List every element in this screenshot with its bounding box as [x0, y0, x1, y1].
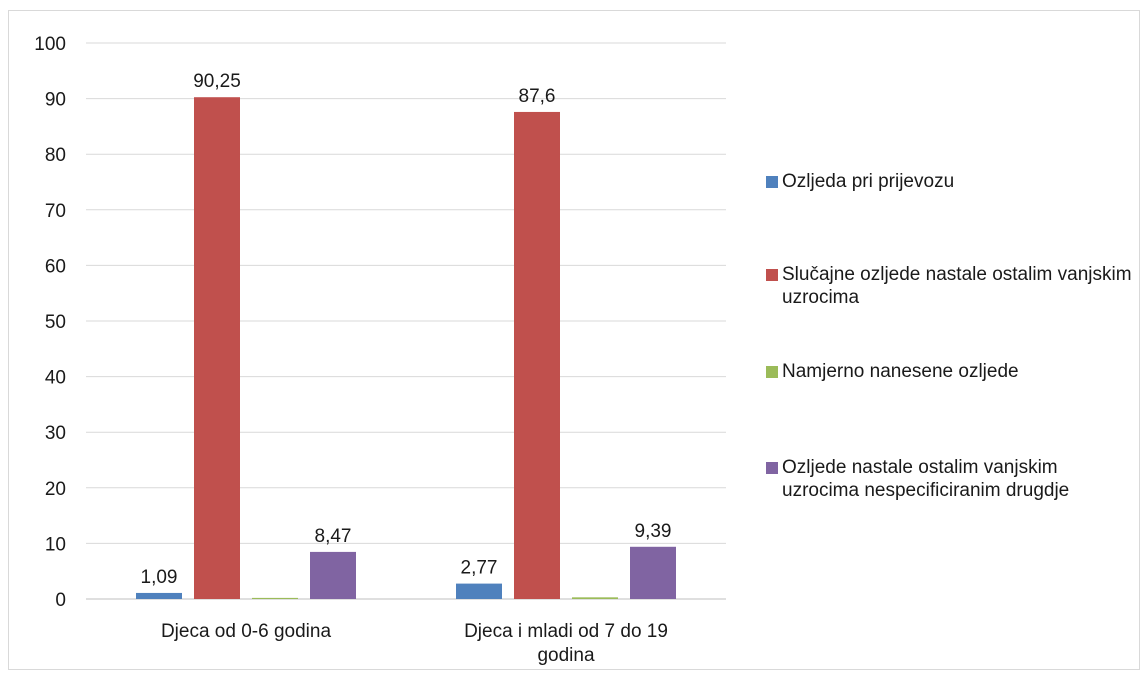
legend-label: Namjerno nanesene ozljede [782, 361, 1019, 382]
y-tick-label: 70 [45, 201, 66, 222]
bars: 1,09 90,25 8,47 2,77 87,6 9,39 [136, 71, 676, 600]
legend-item-accidental: Slučajne ozljede nastale ostalim vanjski… [766, 263, 1137, 309]
y-tick-label: 50 [45, 312, 66, 333]
legend-label: Ozljede nastale ostalim vanjskim uzrocim… [782, 457, 1070, 501]
bar [572, 597, 618, 599]
x-category-label: godina [537, 645, 594, 666]
x-category-label: Djeca od 0-6 godina [161, 621, 331, 642]
bar [252, 597, 298, 599]
y-tick-label: 10 [45, 534, 66, 555]
y-tick-label: 30 [45, 423, 66, 444]
bar [514, 111, 560, 599]
y-tick-label: 100 [34, 34, 66, 55]
bar [456, 583, 502, 599]
y-tick-label: 40 [45, 368, 66, 389]
legend-swatch [766, 462, 778, 474]
legend-swatch [766, 269, 778, 281]
legend-swatch [766, 176, 778, 188]
legend-item-other: Ozljede nastale ostalim vanjskim uzrocim… [766, 456, 1137, 502]
y-tick-label: 90 [45, 90, 66, 111]
data-label: 9,39 [635, 521, 672, 542]
data-label: 90,25 [193, 71, 241, 92]
bar [136, 592, 182, 599]
legend-swatch [766, 366, 778, 378]
legend-item-intentional: Namjerno nanesene ozljede [766, 360, 1137, 383]
gridlines [86, 42, 726, 600]
legend-label: Slučajne ozljede nastale ostalim vanjski… [782, 264, 1132, 308]
y-tick-label: 60 [45, 256, 66, 277]
bar [310, 551, 356, 599]
legend-item-transport: Ozljeda pri prijevozu [766, 170, 1137, 193]
bar [194, 97, 240, 600]
x-category-label: Djeca i mladi od 7 do 19 [464, 621, 668, 642]
y-tick-label: 80 [45, 145, 66, 166]
data-label: 1,09 [141, 567, 178, 588]
y-tick-label: 20 [45, 479, 66, 500]
legend-label: Ozljeda pri prijevozu [782, 171, 955, 192]
data-label: 2,77 [461, 558, 498, 579]
y-axis-ticks: 0 10 20 30 40 50 60 70 80 90 100 [34, 34, 66, 611]
bar [630, 546, 676, 599]
y-tick-label: 0 [55, 590, 66, 611]
x-axis-labels: Djeca od 0-6 godina Djeca i mladi od 7 do… [161, 621, 668, 666]
data-label: 87,6 [519, 86, 556, 107]
data-label: 8,47 [315, 526, 352, 547]
